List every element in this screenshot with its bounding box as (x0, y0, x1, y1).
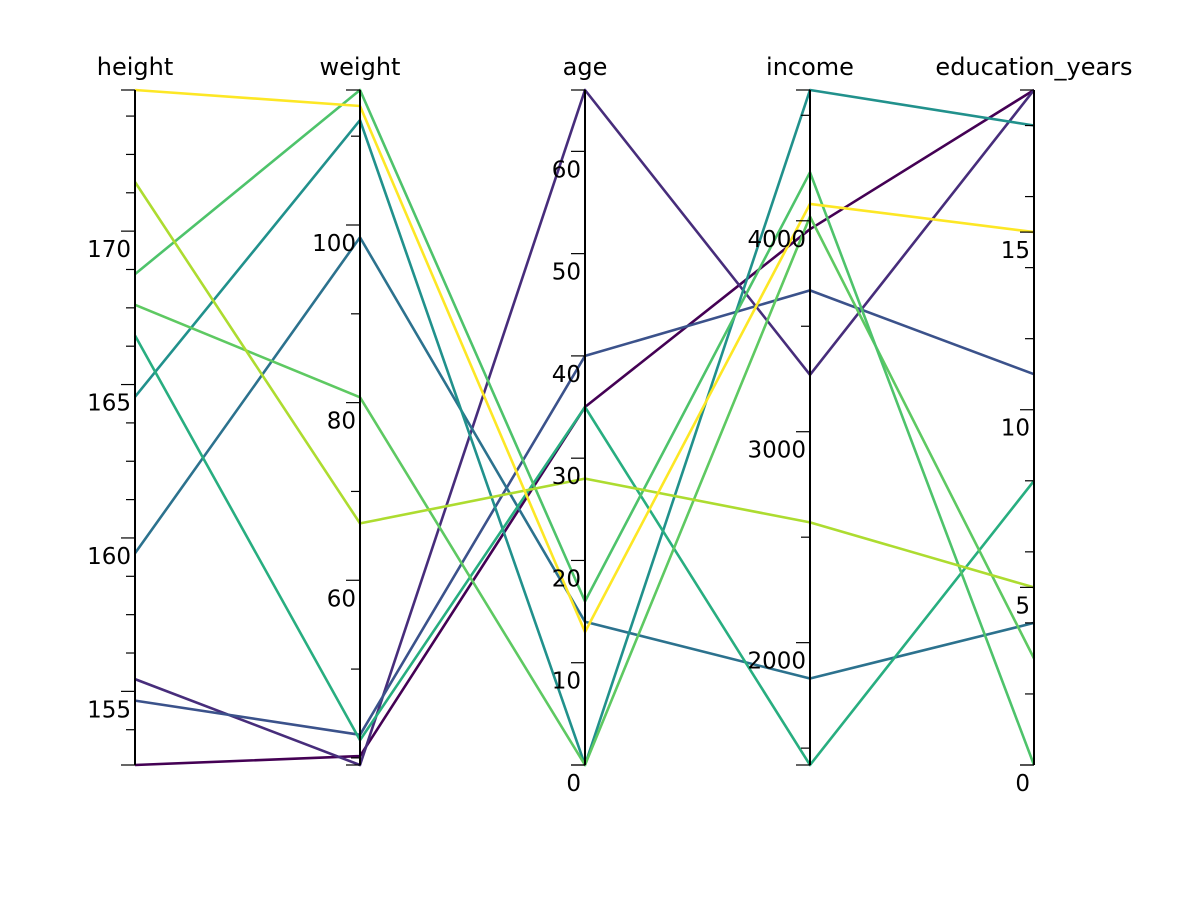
axis-height: height 155 160 165 170 (87, 53, 174, 766)
tick-label-income: 2000 (747, 649, 806, 675)
tick-label-age: 60 (552, 157, 581, 183)
axis-title-education_years: education_years (935, 53, 1132, 81)
tick-label-age: 50 (552, 260, 581, 286)
tick-label-weight: 80 (327, 409, 356, 435)
axis-age: age 0 10 20 30 40 50 60 (552, 53, 608, 797)
axis-title-weight: weight (320, 53, 401, 81)
axis-income: income 2000 3000 4000 (747, 53, 854, 766)
tick-label-weight: 60 (327, 586, 356, 612)
tick-label-education_years: 10 (1001, 416, 1030, 442)
tick-label-age: 0 (566, 771, 581, 797)
tick-label-height: 160 (87, 544, 131, 570)
tick-label-income: 3000 (747, 438, 806, 464)
axis-education_years: education_years 0 5 10 15 (935, 53, 1132, 797)
tick-label-education_years: 15 (1001, 238, 1030, 264)
axis-title-income: income (766, 53, 854, 81)
tick-label-age: 20 (552, 566, 581, 592)
axis-title-height: height (97, 53, 174, 81)
tick-label-education_years: 5 (1015, 593, 1030, 619)
tick-label-age: 10 (552, 669, 581, 695)
tick-label-age: 30 (552, 464, 581, 490)
axes: height155160165170weight6080100age010203… (87, 53, 1132, 797)
tick-label-weight: 100 (312, 231, 356, 257)
tick-label-education_years: 0 (1015, 771, 1030, 797)
tick-label-height: 155 (87, 697, 131, 723)
axis-weight: weight 60 80 100 (312, 53, 401, 766)
tick-label-income: 4000 (747, 227, 806, 253)
tick-label-height: 165 (87, 391, 131, 417)
tick-label-age: 40 (552, 362, 581, 388)
tick-label-height: 170 (87, 237, 131, 263)
axis-title-age: age (563, 53, 608, 81)
